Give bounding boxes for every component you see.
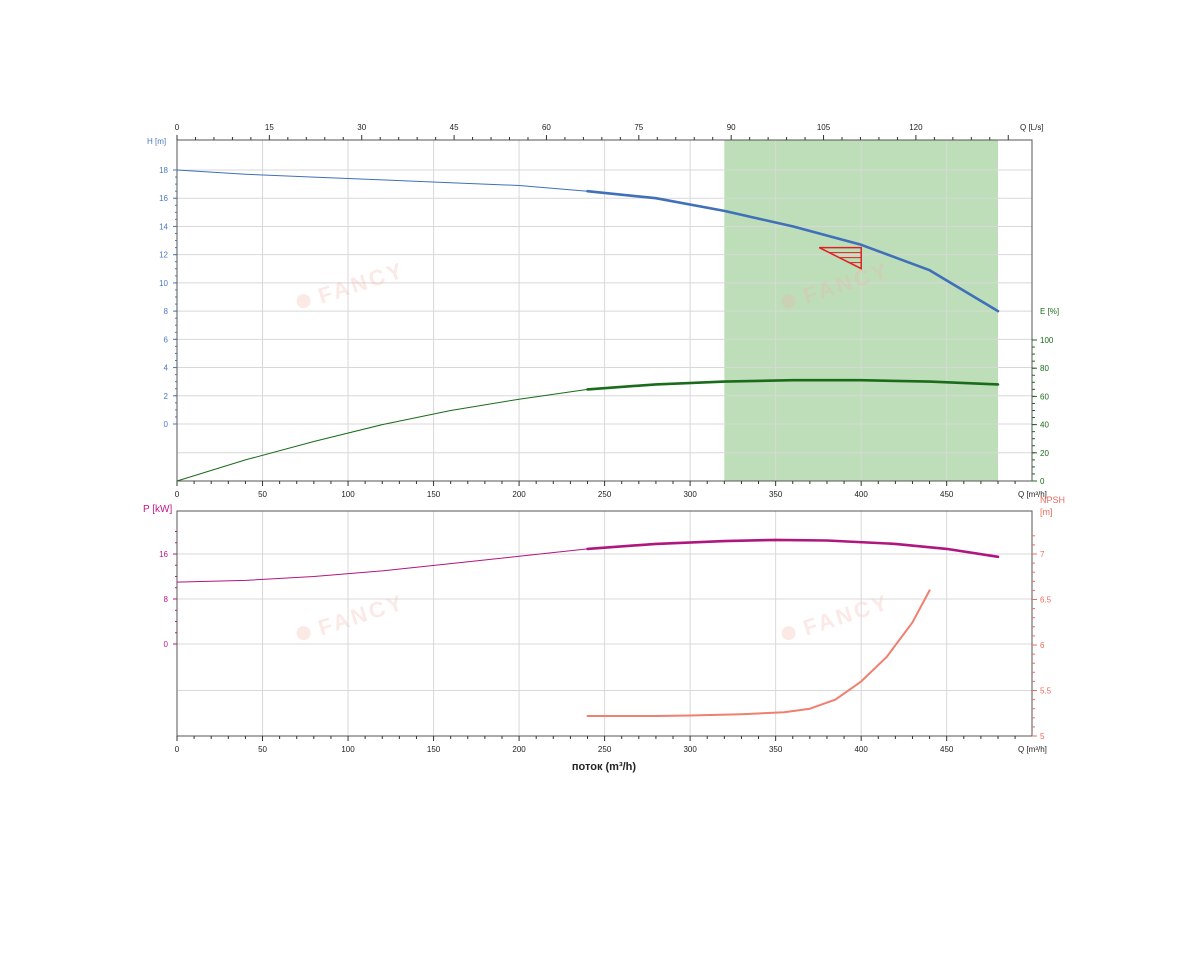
x-tick-label: 150 <box>427 745 441 754</box>
x-tick-label: 250 <box>598 745 612 754</box>
x-tick-label: 400 <box>854 745 868 754</box>
x-top-tick-label: 0 <box>175 123 180 132</box>
x-tick-label: 300 <box>683 745 697 754</box>
watermark-logo-icon <box>781 626 796 641</box>
h-tick-label: 4 <box>164 364 169 373</box>
watermark-logo-icon <box>781 294 796 309</box>
h-curve-bold-line <box>586 189 1000 313</box>
npsh-curve-line <box>586 589 931 717</box>
watermark: FANCY <box>296 589 408 641</box>
x-top-tick-label: 30 <box>357 123 366 132</box>
h-tick-label: 16 <box>159 194 168 203</box>
h-tick-label: 12 <box>159 251 168 260</box>
watermark-logo-icon <box>296 626 311 641</box>
watermark: FANCY <box>781 589 893 641</box>
x-top-tick-label: 90 <box>727 123 736 132</box>
x-tick-label: 350 <box>769 745 783 754</box>
p-tick-label: 16 <box>159 550 168 559</box>
e-tick-label: 40 <box>1040 421 1049 430</box>
x-top-tick-label: 75 <box>634 123 643 132</box>
x-top-tick-label: 120 <box>909 123 923 132</box>
p-tick-label: 8 <box>164 595 169 604</box>
npsh-tick-label: 6 <box>1040 641 1045 650</box>
h-tick-label: 18 <box>159 166 168 175</box>
npsh-axis-label: NPSH <box>1040 495 1065 505</box>
e-tick-label: 60 <box>1040 392 1049 401</box>
x-tick-label: 250 <box>598 490 612 499</box>
h-tick-label: 8 <box>164 307 169 316</box>
x-top-tick-label: 105 <box>817 123 831 132</box>
x-tick-label: 100 <box>341 490 355 499</box>
npsh-tick-label: 5 <box>1040 732 1045 741</box>
e-tick-label: 80 <box>1040 364 1049 373</box>
e-tick-label: 0 <box>1040 477 1045 486</box>
npsh-tick-label: 5.5 <box>1040 687 1052 696</box>
e-tick-label: 20 <box>1040 449 1049 458</box>
h-tick-label: 2 <box>164 392 169 401</box>
x-top-tick-label: 45 <box>450 123 459 132</box>
h-tick-label: 10 <box>159 279 168 288</box>
watermark-logo-icon <box>296 294 311 309</box>
h-tick-label: 0 <box>164 420 169 429</box>
h-axis-label: H [m] <box>147 137 166 146</box>
x-tick-label: 50 <box>258 745 267 754</box>
x-tick-label: 200 <box>512 745 526 754</box>
p-tick-label: 0 <box>164 640 169 649</box>
watermark-text: FANCY <box>315 589 408 640</box>
npsh-tick-label: 6.5 <box>1040 596 1052 605</box>
power-curve-bold-line <box>586 538 1000 559</box>
e-axis-label: E [%] <box>1040 307 1059 316</box>
h-tick-label: 6 <box>164 335 169 344</box>
p-axis-label: P [kW] <box>143 504 172 515</box>
x-axis-title: поток (m³/h) <box>572 761 636 773</box>
watermark-text: FANCY <box>800 589 893 640</box>
watermark: FANCY <box>296 257 408 309</box>
npsh-axis-unit: [m] <box>1040 507 1053 517</box>
h-tick-label: 14 <box>159 222 168 231</box>
x-tick-label: 300 <box>683 490 697 499</box>
x-tick-label: 50 <box>258 490 267 499</box>
x-top-tick-label: 60 <box>542 123 551 132</box>
x-axis-unit: Q [m³/h] <box>1018 745 1047 754</box>
efficiency-curve-bold-line <box>586 378 1000 391</box>
x-tick-label: 100 <box>341 745 355 754</box>
x-tick-label: 0 <box>175 490 180 499</box>
x-top-tick-label: 15 <box>265 123 274 132</box>
x-axis-unit: Q [m³/h] <box>1018 490 1047 499</box>
e-tick-label: 100 <box>1040 336 1054 345</box>
x-tick-label: 450 <box>940 490 954 499</box>
x-tick-label: 0 <box>175 745 180 754</box>
watermark-text: FANCY <box>315 257 408 308</box>
x-tick-label: 150 <box>427 490 441 499</box>
power-curve-line <box>176 539 999 583</box>
x-tick-label: 400 <box>854 490 868 499</box>
x-top-axis-unit: Q [L/s] <box>1020 123 1044 132</box>
npsh-tick-label: 7 <box>1040 550 1045 559</box>
x-tick-label: 450 <box>940 745 954 754</box>
x-tick-label: 200 <box>512 490 526 499</box>
x-tick-label: 350 <box>769 490 783 499</box>
